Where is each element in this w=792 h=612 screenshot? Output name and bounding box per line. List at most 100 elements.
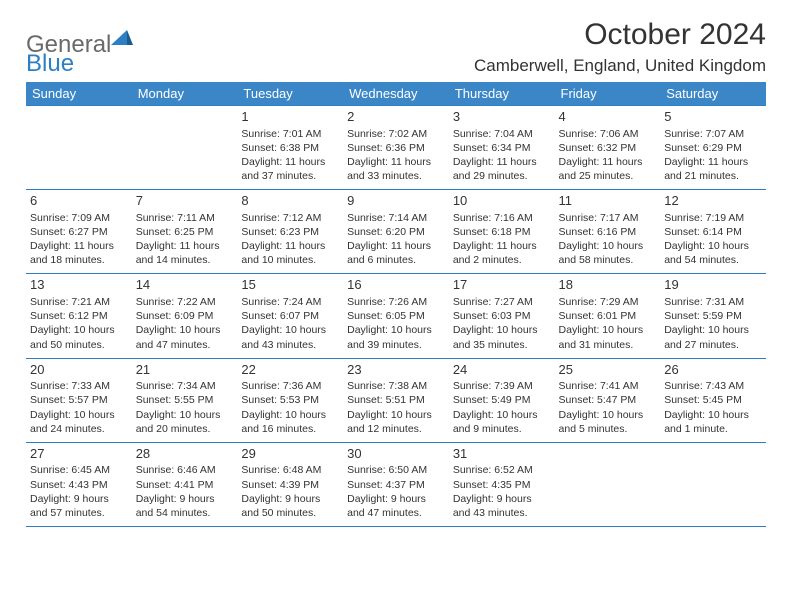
day-number: 9 bbox=[347, 192, 445, 210]
calendar-cell: 3Sunrise: 7:04 AMSunset: 6:34 PMDaylight… bbox=[449, 106, 555, 190]
sunrise-text: Sunrise: 7:19 AM bbox=[664, 211, 762, 225]
sunset-text: Sunset: 6:34 PM bbox=[453, 141, 551, 155]
day-number: 21 bbox=[136, 361, 234, 379]
sunset-text: Sunset: 4:41 PM bbox=[136, 478, 234, 492]
sunset-text: Sunset: 6:07 PM bbox=[241, 309, 339, 323]
calendar-body: 1Sunrise: 7:01 AMSunset: 6:38 PMDaylight… bbox=[26, 106, 766, 527]
calendar-cell: 18Sunrise: 7:29 AMSunset: 6:01 PMDayligh… bbox=[555, 274, 661, 358]
daylight-text: Daylight: 10 hours and 5 minutes. bbox=[559, 408, 657, 436]
calendar-cell: 29Sunrise: 6:48 AMSunset: 4:39 PMDayligh… bbox=[237, 442, 343, 526]
sunrise-text: Sunrise: 7:09 AM bbox=[30, 211, 128, 225]
calendar-week-row: 6Sunrise: 7:09 AMSunset: 6:27 PMDaylight… bbox=[26, 190, 766, 274]
calendar-cell: 20Sunrise: 7:33 AMSunset: 5:57 PMDayligh… bbox=[26, 358, 132, 442]
calendar-table: Sunday Monday Tuesday Wednesday Thursday… bbox=[26, 82, 766, 527]
daylight-text: Daylight: 11 hours and 33 minutes. bbox=[347, 155, 445, 183]
day-number: 4 bbox=[559, 108, 657, 126]
daylight-text: Daylight: 10 hours and 58 minutes. bbox=[559, 239, 657, 267]
daylight-text: Daylight: 9 hours and 54 minutes. bbox=[136, 492, 234, 520]
sunset-text: Sunset: 4:39 PM bbox=[241, 478, 339, 492]
calendar-cell: 30Sunrise: 6:50 AMSunset: 4:37 PMDayligh… bbox=[343, 442, 449, 526]
sunset-text: Sunset: 5:59 PM bbox=[664, 309, 762, 323]
daylight-text: Daylight: 11 hours and 37 minutes. bbox=[241, 155, 339, 183]
daylight-text: Daylight: 10 hours and 35 minutes. bbox=[453, 323, 551, 351]
calendar-cell: 15Sunrise: 7:24 AMSunset: 6:07 PMDayligh… bbox=[237, 274, 343, 358]
logo-triangle-icon bbox=[111, 28, 133, 51]
sunset-text: Sunset: 5:49 PM bbox=[453, 393, 551, 407]
title-group: October 2024 Camberwell, England, United… bbox=[474, 18, 766, 76]
daylight-text: Daylight: 10 hours and 47 minutes. bbox=[136, 323, 234, 351]
daylight-text: Daylight: 9 hours and 43 minutes. bbox=[453, 492, 551, 520]
calendar-cell: 2Sunrise: 7:02 AMSunset: 6:36 PMDaylight… bbox=[343, 106, 449, 190]
sunrise-text: Sunrise: 7:36 AM bbox=[241, 379, 339, 393]
day-number: 3 bbox=[453, 108, 551, 126]
day-header: Wednesday bbox=[343, 82, 449, 106]
day-header: Saturday bbox=[660, 82, 766, 106]
day-number: 12 bbox=[664, 192, 762, 210]
sunset-text: Sunset: 5:45 PM bbox=[664, 393, 762, 407]
calendar-cell bbox=[26, 106, 132, 190]
calendar-cell: 22Sunrise: 7:36 AMSunset: 5:53 PMDayligh… bbox=[237, 358, 343, 442]
sunset-text: Sunset: 5:57 PM bbox=[30, 393, 128, 407]
day-header: Friday bbox=[555, 82, 661, 106]
day-number: 30 bbox=[347, 445, 445, 463]
sunrise-text: Sunrise: 7:43 AM bbox=[664, 379, 762, 393]
daylight-text: Daylight: 11 hours and 2 minutes. bbox=[453, 239, 551, 267]
sunrise-text: Sunrise: 7:16 AM bbox=[453, 211, 551, 225]
sunset-text: Sunset: 6:16 PM bbox=[559, 225, 657, 239]
sunrise-text: Sunrise: 6:52 AM bbox=[453, 463, 551, 477]
calendar-cell: 7Sunrise: 7:11 AMSunset: 6:25 PMDaylight… bbox=[132, 190, 238, 274]
day-number: 10 bbox=[453, 192, 551, 210]
calendar-cell: 6Sunrise: 7:09 AMSunset: 6:27 PMDaylight… bbox=[26, 190, 132, 274]
calendar-cell: 12Sunrise: 7:19 AMSunset: 6:14 PMDayligh… bbox=[660, 190, 766, 274]
day-number: 8 bbox=[241, 192, 339, 210]
calendar-cell: 23Sunrise: 7:38 AMSunset: 5:51 PMDayligh… bbox=[343, 358, 449, 442]
sunset-text: Sunset: 6:27 PM bbox=[30, 225, 128, 239]
day-number: 13 bbox=[30, 276, 128, 294]
sunrise-text: Sunrise: 7:29 AM bbox=[559, 295, 657, 309]
day-number: 25 bbox=[559, 361, 657, 379]
daylight-text: Daylight: 11 hours and 6 minutes. bbox=[347, 239, 445, 267]
sunrise-text: Sunrise: 6:45 AM bbox=[30, 463, 128, 477]
calendar-cell: 19Sunrise: 7:31 AMSunset: 5:59 PMDayligh… bbox=[660, 274, 766, 358]
calendar-cell: 5Sunrise: 7:07 AMSunset: 6:29 PMDaylight… bbox=[660, 106, 766, 190]
calendar-cell: 10Sunrise: 7:16 AMSunset: 6:18 PMDayligh… bbox=[449, 190, 555, 274]
daylight-text: Daylight: 10 hours and 27 minutes. bbox=[664, 323, 762, 351]
sunset-text: Sunset: 5:47 PM bbox=[559, 393, 657, 407]
calendar-cell: 24Sunrise: 7:39 AMSunset: 5:49 PMDayligh… bbox=[449, 358, 555, 442]
sunset-text: Sunset: 6:32 PM bbox=[559, 141, 657, 155]
sunset-text: Sunset: 6:36 PM bbox=[347, 141, 445, 155]
sunrise-text: Sunrise: 7:31 AM bbox=[664, 295, 762, 309]
calendar-cell: 13Sunrise: 7:21 AMSunset: 6:12 PMDayligh… bbox=[26, 274, 132, 358]
day-number: 11 bbox=[559, 192, 657, 210]
daylight-text: Daylight: 10 hours and 54 minutes. bbox=[664, 239, 762, 267]
calendar-cell: 17Sunrise: 7:27 AMSunset: 6:03 PMDayligh… bbox=[449, 274, 555, 358]
daylight-text: Daylight: 11 hours and 14 minutes. bbox=[136, 239, 234, 267]
sunrise-text: Sunrise: 7:41 AM bbox=[559, 379, 657, 393]
sunset-text: Sunset: 6:23 PM bbox=[241, 225, 339, 239]
calendar-cell: 14Sunrise: 7:22 AMSunset: 6:09 PMDayligh… bbox=[132, 274, 238, 358]
day-number: 24 bbox=[453, 361, 551, 379]
sunset-text: Sunset: 5:51 PM bbox=[347, 393, 445, 407]
day-number: 18 bbox=[559, 276, 657, 294]
calendar-cell: 16Sunrise: 7:26 AMSunset: 6:05 PMDayligh… bbox=[343, 274, 449, 358]
day-number: 15 bbox=[241, 276, 339, 294]
day-number: 27 bbox=[30, 445, 128, 463]
sunset-text: Sunset: 6:03 PM bbox=[453, 309, 551, 323]
sunrise-text: Sunrise: 7:11 AM bbox=[136, 211, 234, 225]
calendar-cell: 28Sunrise: 6:46 AMSunset: 4:41 PMDayligh… bbox=[132, 442, 238, 526]
sunrise-text: Sunrise: 7:26 AM bbox=[347, 295, 445, 309]
sunset-text: Sunset: 6:09 PM bbox=[136, 309, 234, 323]
sunrise-text: Sunrise: 7:06 AM bbox=[559, 127, 657, 141]
month-title: October 2024 bbox=[474, 18, 766, 52]
sunset-text: Sunset: 6:20 PM bbox=[347, 225, 445, 239]
daylight-text: Daylight: 10 hours and 9 minutes. bbox=[453, 408, 551, 436]
page-header: General October 2024 Camberwell, England… bbox=[26, 18, 766, 76]
day-number: 28 bbox=[136, 445, 234, 463]
sunset-text: Sunset: 4:35 PM bbox=[453, 478, 551, 492]
calendar-cell: 4Sunrise: 7:06 AMSunset: 6:32 PMDaylight… bbox=[555, 106, 661, 190]
calendar-cell: 31Sunrise: 6:52 AMSunset: 4:35 PMDayligh… bbox=[449, 442, 555, 526]
sunrise-text: Sunrise: 7:04 AM bbox=[453, 127, 551, 141]
daylight-text: Daylight: 9 hours and 57 minutes. bbox=[30, 492, 128, 520]
day-number: 29 bbox=[241, 445, 339, 463]
sunset-text: Sunset: 6:25 PM bbox=[136, 225, 234, 239]
